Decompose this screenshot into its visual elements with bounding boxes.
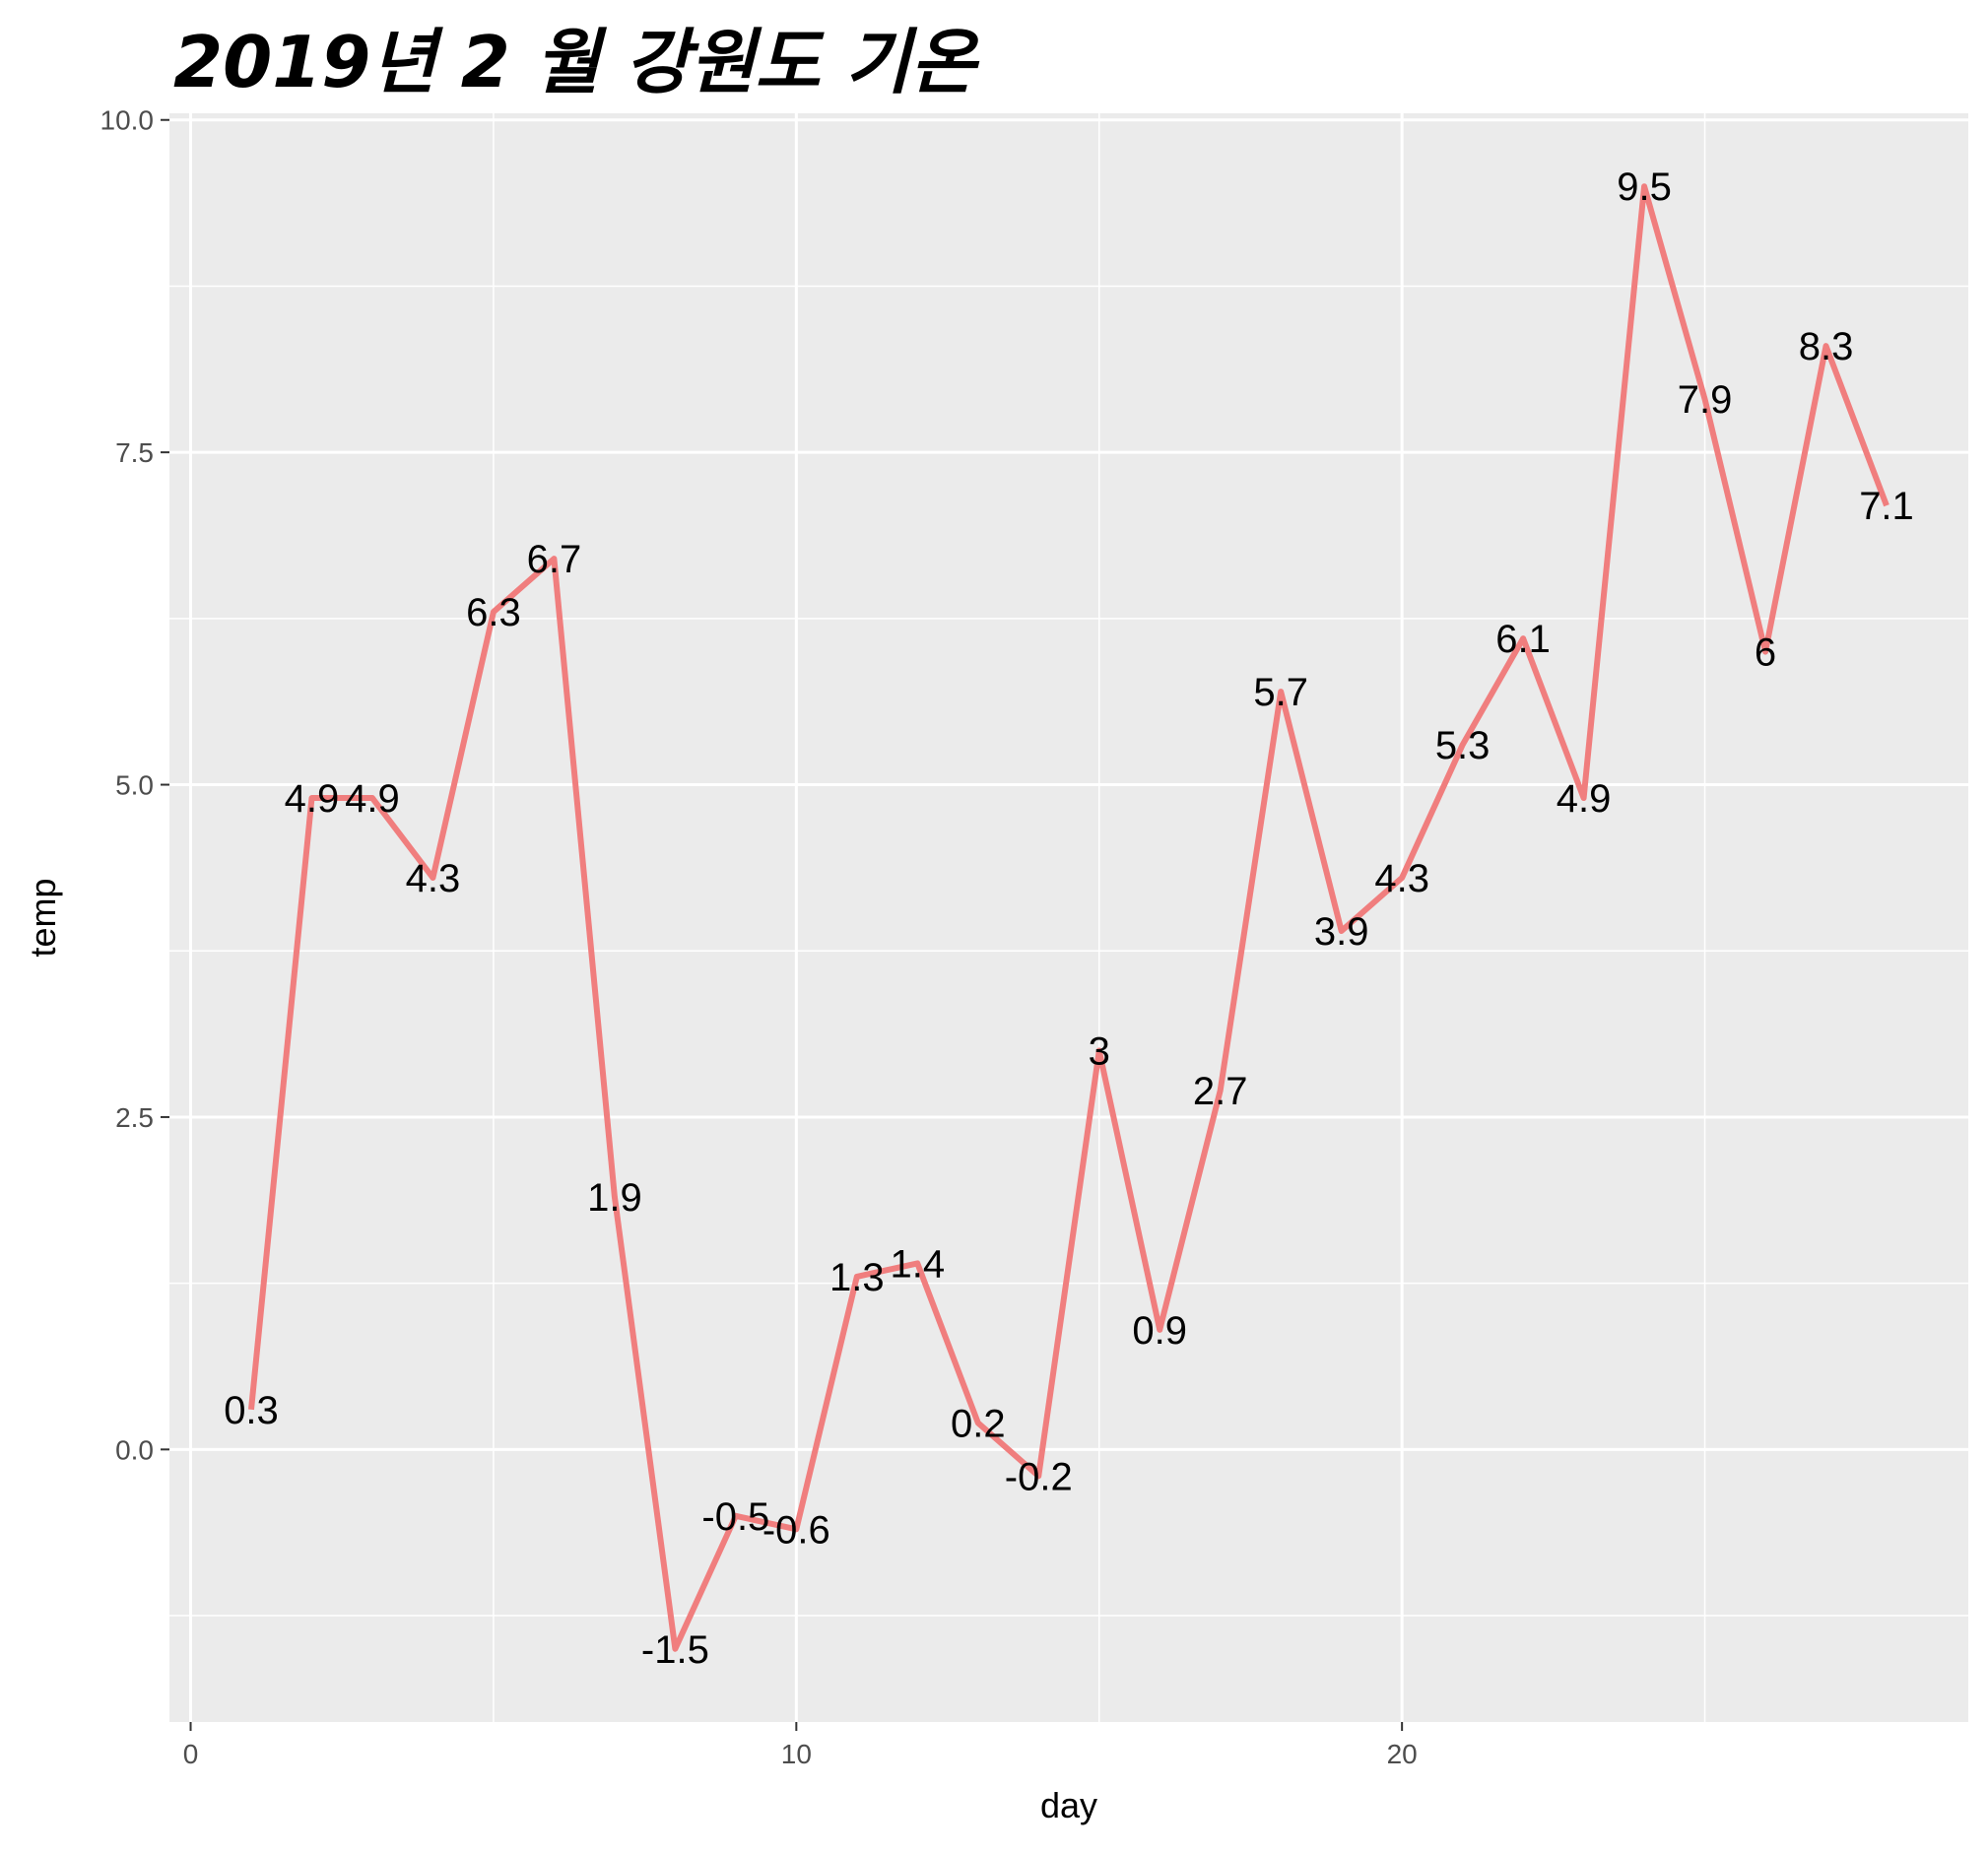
data-label: 3.9: [1314, 910, 1369, 954]
minor-gridlines: [169, 113, 1968, 1722]
data-label: 2.7: [1193, 1070, 1248, 1113]
y-tick-label: 7.5: [115, 437, 154, 468]
x-tick-label: 10: [781, 1739, 812, 1769]
data-label: -0.6: [762, 1508, 830, 1552]
data-label: 7.9: [1678, 378, 1733, 422]
data-label: 1.4: [890, 1242, 945, 1286]
chart-title: 2019년 2 월 강원도 기온: [173, 21, 976, 103]
data-label: 5.3: [1435, 724, 1491, 767]
data-label: 6.1: [1495, 618, 1551, 661]
data-label: 0.9: [1132, 1309, 1187, 1353]
data-label: 7.1: [1859, 485, 1914, 528]
y-tick-label: 10.0: [100, 105, 155, 136]
data-label: 0.2: [951, 1402, 1006, 1445]
data-label: 6.3: [466, 591, 521, 634]
data-label: 1.3: [829, 1256, 885, 1299]
data-label: 6: [1755, 631, 1776, 675]
data-label: -0.5: [701, 1495, 769, 1539]
y-tick-label: 0.0: [115, 1434, 154, 1465]
plot-panel: [169, 113, 1968, 1722]
data-label: 6.7: [527, 538, 582, 581]
major-gridlines: [169, 113, 1968, 1722]
y-axis-title: temp: [23, 878, 63, 957]
x-tick-label: 0: [183, 1739, 199, 1769]
data-label: 4.3: [1374, 857, 1429, 900]
y-tick-label: 5.0: [115, 770, 154, 801]
data-label: -1.5: [641, 1628, 709, 1672]
x-tick-label: 20: [1387, 1739, 1418, 1769]
data-label: 0.3: [224, 1389, 279, 1432]
data-label: 4.9: [285, 777, 340, 821]
data-label: 4.3: [406, 857, 461, 900]
data-label: 3: [1089, 1029, 1110, 1073]
tick-labels: 0 10 20 0.0 2.5 5.0 7.5 10.0: [100, 105, 1418, 1769]
y-tick-label: 2.5: [115, 1102, 154, 1133]
data-label: 1.9: [587, 1176, 642, 1220]
x-axis-title: day: [1040, 1785, 1097, 1825]
data-label: 9.5: [1617, 166, 1672, 209]
data-label: 5.7: [1253, 671, 1308, 714]
temperature-line: [248, 183, 1889, 1652]
data-label: 8.3: [1799, 325, 1854, 368]
axis-ticks: [161, 118, 1404, 1731]
data-label: -0.2: [1005, 1455, 1073, 1498]
data-labels: 0.34.9 4.94.36.36.71.9-1.5-0.5-0.61.3 1.40…: [224, 166, 1914, 1672]
data-label: 4.9: [1557, 777, 1612, 821]
data-label: 4.9: [345, 777, 400, 821]
